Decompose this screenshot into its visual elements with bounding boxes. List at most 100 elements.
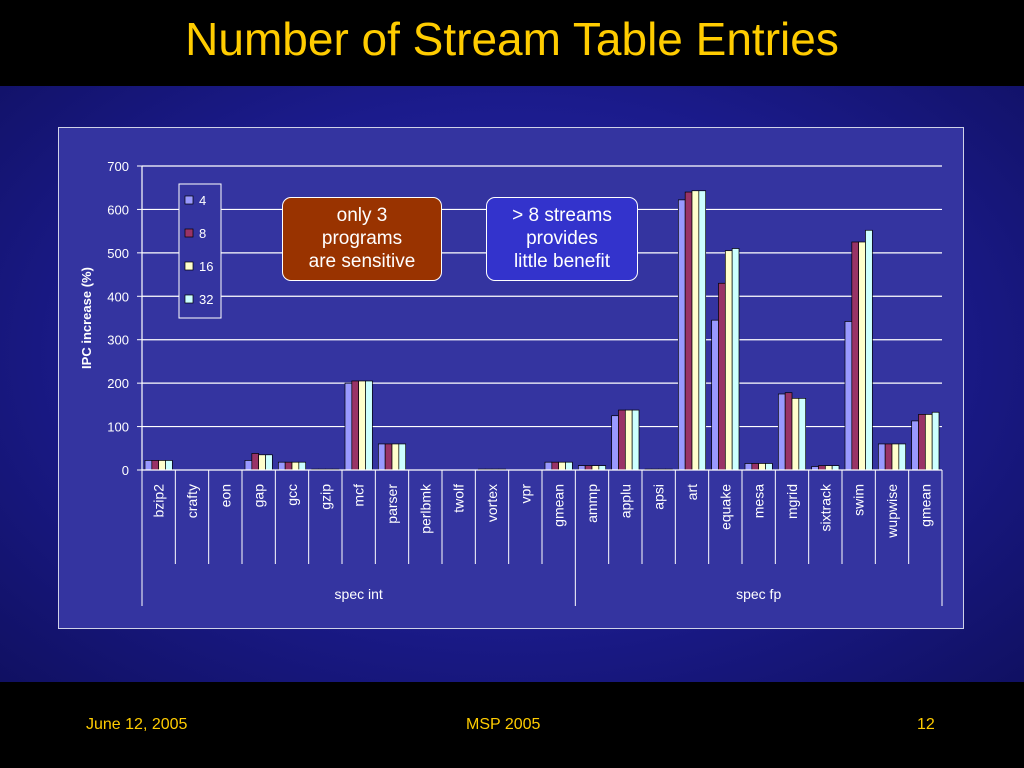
y-tick-label: 300 bbox=[107, 333, 129, 348]
legend-entry: 4 bbox=[199, 193, 206, 208]
callout-sensitive-line-3: are sensitive bbox=[308, 251, 416, 272]
y-tick-label: 400 bbox=[107, 289, 129, 304]
bar bbox=[344, 382, 353, 471]
category-label: sixtrack bbox=[817, 483, 833, 531]
category-label: gmean bbox=[551, 484, 567, 527]
category-label: vortex bbox=[484, 484, 500, 522]
bar bbox=[251, 453, 260, 471]
bar bbox=[718, 282, 726, 471]
bar bbox=[818, 465, 826, 471]
bar bbox=[577, 465, 586, 471]
legend-swatch bbox=[184, 294, 194, 304]
bar bbox=[851, 241, 860, 471]
y-axis-label: IPC increase (%) bbox=[79, 267, 94, 369]
bar bbox=[891, 443, 900, 471]
category-label: mgrid bbox=[784, 484, 800, 519]
bar bbox=[744, 463, 753, 471]
bar bbox=[258, 454, 266, 471]
legend-entry: 32 bbox=[199, 292, 213, 307]
bar bbox=[551, 461, 560, 471]
category-label: gzip bbox=[317, 484, 333, 510]
category-label: ammp bbox=[584, 484, 600, 523]
bar bbox=[544, 461, 553, 471]
bar bbox=[698, 190, 707, 471]
bar bbox=[858, 241, 866, 471]
bar bbox=[277, 461, 286, 471]
category-label: mcf bbox=[351, 484, 367, 507]
y-tick-label: 500 bbox=[107, 246, 129, 261]
category-label: swim bbox=[851, 484, 867, 516]
bar bbox=[565, 461, 573, 471]
bar bbox=[265, 454, 273, 471]
bar bbox=[898, 443, 907, 471]
category-label: art bbox=[684, 484, 700, 500]
bar bbox=[931, 411, 940, 471]
legend-entry: 16 bbox=[199, 259, 213, 274]
bar bbox=[365, 380, 373, 471]
group-label: spec int bbox=[335, 586, 383, 602]
bar bbox=[724, 250, 733, 471]
bar bbox=[151, 460, 160, 471]
slide-title: Number of Stream Table Entries bbox=[185, 13, 839, 65]
callout-benefit-line-3: little benefit bbox=[513, 251, 611, 272]
callout-benefit-line-1: > 8 streams bbox=[512, 205, 612, 226]
category-label: gap bbox=[251, 484, 267, 508]
bar bbox=[677, 199, 686, 471]
bar bbox=[165, 460, 173, 471]
category-label: mesa bbox=[751, 484, 767, 518]
bar bbox=[758, 463, 766, 471]
footer-date: June 12, 2005 bbox=[86, 716, 188, 733]
callout-benefit-line-2: provides bbox=[526, 228, 598, 249]
category-label: bzip2 bbox=[151, 484, 167, 518]
bar bbox=[777, 393, 786, 471]
callout-sensitive-line-1: only 3 bbox=[336, 205, 388, 226]
callout-sensitive-line-2: programs bbox=[321, 228, 403, 249]
bar bbox=[158, 460, 166, 471]
category-label: applu bbox=[617, 484, 633, 518]
bar bbox=[558, 461, 566, 471]
bar bbox=[598, 465, 607, 471]
category-label: equake bbox=[717, 484, 733, 530]
bar bbox=[391, 443, 400, 471]
bar bbox=[751, 463, 760, 471]
bar bbox=[298, 461, 307, 471]
group-label: spec fp bbox=[736, 586, 781, 602]
bar bbox=[924, 414, 933, 471]
category-label: crafty bbox=[184, 484, 200, 518]
legend-swatch bbox=[184, 261, 194, 271]
y-tick-label: 700 bbox=[107, 159, 129, 174]
category-label: gmean bbox=[917, 484, 933, 527]
bar bbox=[684, 191, 693, 471]
legend-entry: 8 bbox=[199, 226, 206, 241]
bar bbox=[591, 465, 600, 471]
bar bbox=[731, 248, 740, 471]
bar bbox=[377, 443, 386, 471]
y-tick-label: 100 bbox=[107, 420, 129, 435]
category-label: vpr bbox=[517, 484, 533, 504]
category-label: twolf bbox=[451, 484, 467, 513]
bar bbox=[291, 461, 300, 471]
footer-page-number: 12 bbox=[917, 716, 935, 733]
category-label: apsi bbox=[651, 484, 667, 510]
category-label: parser bbox=[384, 484, 400, 524]
legend-swatch bbox=[184, 195, 194, 205]
callout-sensitive: only 3 programs are sensitive bbox=[282, 197, 442, 281]
bar bbox=[284, 461, 293, 471]
bar bbox=[398, 443, 407, 471]
bar bbox=[765, 463, 773, 471]
bar bbox=[911, 420, 919, 471]
category-label: wupwise bbox=[884, 484, 900, 539]
bar bbox=[798, 397, 807, 471]
category-label: eon bbox=[217, 484, 233, 507]
bar bbox=[244, 460, 253, 471]
bar bbox=[584, 465, 593, 471]
bar bbox=[618, 409, 626, 471]
y-tick-label: 0 bbox=[122, 463, 129, 478]
bar bbox=[611, 415, 619, 471]
bar bbox=[884, 443, 893, 471]
bar bbox=[824, 465, 833, 471]
bar bbox=[358, 380, 366, 471]
bar bbox=[844, 321, 853, 471]
bar bbox=[918, 414, 926, 471]
bar bbox=[691, 190, 700, 471]
